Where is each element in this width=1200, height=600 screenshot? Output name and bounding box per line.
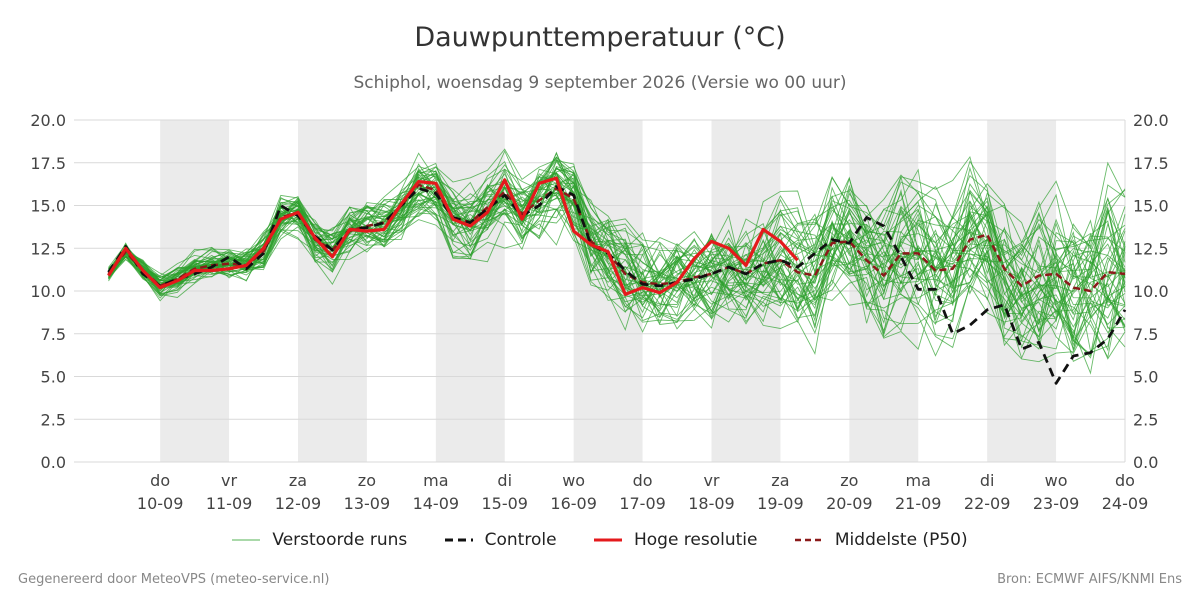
y-axis-left: 0.0 2.5 5.0 7.5 10.0 12.5 15.0 17.5 20.0 bbox=[30, 111, 66, 472]
x-tick-day: di bbox=[497, 471, 512, 490]
y-tick-label: 15.0 bbox=[1133, 197, 1169, 216]
y-tick-label: 15.0 bbox=[30, 197, 66, 216]
y-tick-label: 5.0 bbox=[41, 368, 66, 387]
y-tick-label: 20.0 bbox=[30, 111, 66, 130]
x-tick-date: 21-09 bbox=[895, 494, 942, 513]
perturbed-run-line bbox=[108, 166, 1126, 352]
x-tick-date: 14-09 bbox=[413, 494, 460, 513]
y-tick-label: 12.5 bbox=[1133, 239, 1169, 258]
y-axis-right: 0.0 2.5 5.0 7.5 10.0 12.5 15.0 17.5 20.0 bbox=[1133, 111, 1169, 472]
y-tick-label: 0.0 bbox=[1133, 453, 1158, 472]
x-tick-date: 16-09 bbox=[550, 494, 597, 513]
legend-item-median[interactable]: Middelste (P50) bbox=[794, 530, 968, 550]
y-tick-label: 7.5 bbox=[41, 325, 66, 344]
x-tick-day: vr bbox=[703, 471, 719, 490]
x-tick-date: 22-09 bbox=[964, 494, 1011, 513]
footer-source: Bron: ECMWF AIFS/KNMI Ens bbox=[997, 572, 1182, 587]
x-tick-date: 20-09 bbox=[826, 494, 873, 513]
grid-lines bbox=[74, 119, 1126, 463]
y-tick-label: 0.0 bbox=[41, 453, 66, 472]
x-tick-date: 15-09 bbox=[481, 494, 528, 513]
x-tick-day: do bbox=[633, 471, 653, 490]
control-line bbox=[107, 185, 1127, 385]
legend: Verstoorde runs Controle Hoge resolutie … bbox=[0, 530, 1200, 550]
legend-label: Verstoorde runs bbox=[272, 530, 408, 550]
perturbed-run-line bbox=[108, 181, 1126, 341]
legend-item-perturbed[interactable]: Verstoorde runs bbox=[232, 530, 407, 550]
x-tick-day: do bbox=[150, 471, 170, 490]
x-tick-day: wo bbox=[1045, 471, 1068, 490]
y-tick-label: 12.5 bbox=[30, 239, 66, 258]
y-tick-label: 17.5 bbox=[1133, 154, 1169, 173]
y-tick-label: 5.0 bbox=[1133, 368, 1158, 387]
perturbed-run-line bbox=[108, 165, 1126, 325]
x-tick-date: 17-09 bbox=[619, 494, 666, 513]
x-tick-date: 24-09 bbox=[1102, 494, 1149, 513]
page-subtitle: Schiphol, woensdag 9 september 2026 (Ver… bbox=[353, 73, 847, 93]
x-tick-day: vr bbox=[221, 471, 237, 490]
x-tick-day: do bbox=[1115, 471, 1135, 490]
perturbed-run-line bbox=[108, 156, 1126, 317]
legend-label: Middelste (P50) bbox=[834, 530, 968, 550]
y-tick-label: 2.5 bbox=[41, 410, 66, 429]
legend-item-control[interactable]: Controle bbox=[444, 530, 557, 550]
x-axis: do 10-09 vr 11-09 za 12-09 zo 13-09 ma 14-09 di 15-… bbox=[137, 471, 1148, 513]
y-tick-label: 10.0 bbox=[30, 282, 66, 301]
page-title: Dauwpunttemperatuur (°C) bbox=[414, 22, 786, 53]
perturbed-run-line bbox=[108, 152, 1126, 347]
series-lines bbox=[107, 176, 1127, 385]
y-tick-label: 2.5 bbox=[1133, 410, 1158, 429]
y-tick-label: 7.5 bbox=[1133, 325, 1158, 344]
x-tick-date: 18-09 bbox=[688, 494, 735, 513]
x-tick-date: 12-09 bbox=[275, 494, 322, 513]
x-tick-day: di bbox=[980, 471, 995, 490]
perturbed-run-line bbox=[108, 162, 1126, 326]
footer-generator: Gegenereerd door MeteoVPS (meteo-service… bbox=[18, 572, 330, 587]
y-tick-label: 17.5 bbox=[30, 154, 66, 173]
x-tick-day: ma bbox=[906, 471, 931, 490]
x-tick-date: 11-09 bbox=[206, 494, 253, 513]
x-tick-date: 10-09 bbox=[137, 494, 184, 513]
perturbed-run-line bbox=[108, 168, 1126, 316]
x-tick-day: zo bbox=[358, 471, 376, 490]
x-tick-date: 19-09 bbox=[757, 494, 804, 513]
legend-label: Controle bbox=[484, 530, 557, 550]
x-tick-day: za bbox=[289, 471, 307, 490]
legend-label: Hoge resolutie bbox=[633, 530, 758, 550]
perturbed-run-line bbox=[108, 172, 1126, 363]
x-tick-day: za bbox=[771, 471, 789, 490]
x-tick-date: 23-09 bbox=[1033, 494, 1080, 513]
x-tick-day: ma bbox=[423, 471, 448, 490]
y-tick-label: 10.0 bbox=[1133, 282, 1169, 301]
x-tick-day: wo bbox=[562, 471, 585, 490]
high-res-line bbox=[107, 176, 799, 296]
x-tick-date: 13-09 bbox=[344, 494, 391, 513]
x-tick-day: zo bbox=[840, 471, 858, 490]
y-tick-label: 20.0 bbox=[1133, 111, 1169, 130]
legend-item-high-res[interactable]: Hoge resolutie bbox=[593, 530, 758, 550]
dewpoint-chart: 0.0 2.5 5.0 7.5 10.0 12.5 15.0 17.5 20.0 0.0 2.5 5… bbox=[30, 111, 1169, 513]
